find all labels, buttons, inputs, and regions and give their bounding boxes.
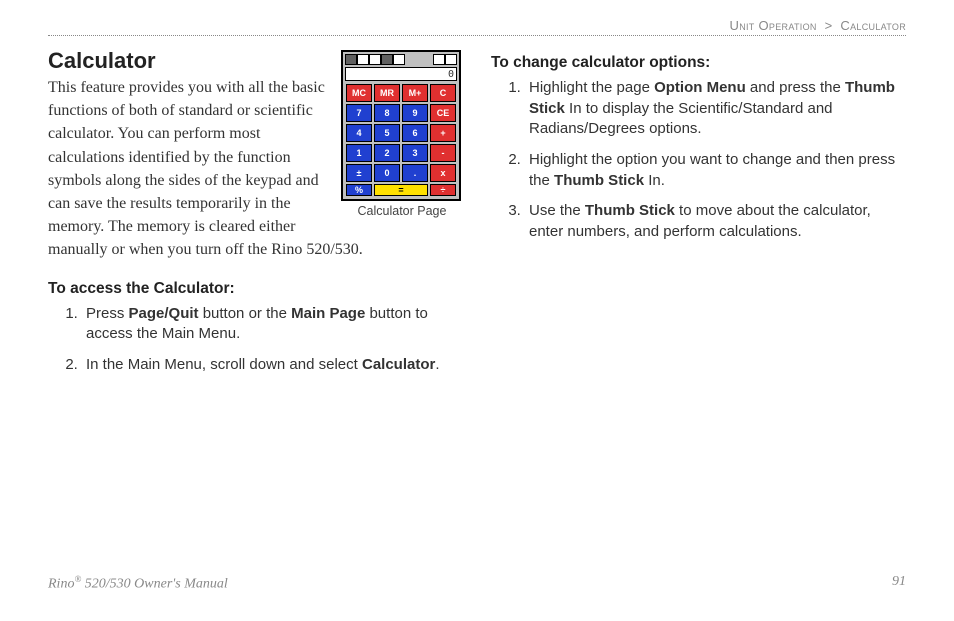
calc-key: 2 [374,144,400,162]
step-item: Highlight the page Option Menu and press… [525,78,906,140]
calc-key: 7 [346,104,372,122]
calc-key: MC [346,84,372,102]
step-bold: Thumb Stick [554,172,644,189]
calc-key: 9 [402,104,428,122]
breadcrumb-sep: > [825,18,833,33]
close-icon [445,54,457,65]
status-icon [381,54,393,65]
footer-product: Rino® 520/530 Owner's Manual [48,574,228,593]
right-column: To change calculator options: Highlight … [491,48,906,386]
step-bold: Calculator [362,356,435,373]
breadcrumb-page: Calculator [840,18,906,33]
footer-product-post: 520/530 Owner's Manual [81,577,228,592]
calc-key: 3 [402,144,428,162]
status-icon [345,54,357,65]
options-steps-list: Highlight the page Option Menu and press… [491,78,906,243]
footer-product-pre: Rino [48,577,74,592]
options-heading: To change calculator options: [491,54,906,72]
access-heading: To access the Calculator: [48,280,463,298]
calc-key: 6 [402,124,428,142]
step-item: In the Main Menu, scroll down and select… [82,355,463,376]
status-icon [393,54,405,65]
calc-keypad: MCMRM+C 789CE 456+123- ±0.x%=÷ [344,82,458,198]
calc-key: CE [430,104,456,122]
step-bold: Option Menu [654,79,746,96]
calc-key: M+ [402,84,428,102]
breadcrumb: Unit Operation > Calculator [48,18,906,33]
calc-titlebar [344,53,458,66]
access-steps-list: Press Page/Quit button or the Main Page … [48,304,463,376]
divider [48,35,906,36]
step-bold: Thumb Stick [585,202,675,219]
calc-key: - [430,144,456,162]
calc-key: + [430,124,456,142]
left-column: 0 MCMRM+C 789CE 456+123- ±0.x%=÷ Calculator… [48,48,463,386]
step-bold: Main Page [291,305,365,322]
calc-key: ± [346,164,372,182]
calc-key: x [430,164,456,182]
step-item: Highlight the option you want to change … [525,150,906,191]
page-footer: Rino® 520/530 Owner's Manual 91 [48,574,906,593]
calc-key: 8 [374,104,400,122]
calculator-figure: 0 MCMRM+C 789CE 456+123- ±0.x%=÷ Calculator… [341,50,463,218]
menu-icon [433,54,445,65]
calc-key: = [374,184,428,196]
calc-key: C [430,84,456,102]
content-columns: 0 MCMRM+C 789CE 456+123- ±0.x%=÷ Calculator… [48,48,906,386]
step-item: Press Page/Quit button or the Main Page … [82,304,463,345]
figure-caption: Calculator Page [341,204,463,218]
calc-key: 5 [374,124,400,142]
status-icon [369,54,381,65]
calc-key: 0 [374,164,400,182]
calc-key: % [346,184,372,196]
footer-pagenum: 91 [892,574,906,593]
titlebar-right [433,54,457,65]
calc-display: 0 [345,67,457,81]
calc-key: MR [374,84,400,102]
breadcrumb-section: Unit Operation [730,18,817,33]
step-bold: Page/Quit [129,305,199,322]
calc-key: 1 [346,144,372,162]
status-icon [357,54,369,65]
calc-key: . [402,164,428,182]
calc-key: ÷ [430,184,456,196]
calc-key: 4 [346,124,372,142]
calculator-device: 0 MCMRM+C 789CE 456+123- ±0.x%=÷ [341,50,461,201]
titlebar-left [345,54,405,65]
step-item: Use the Thumb Stick to move about the ca… [525,201,906,242]
